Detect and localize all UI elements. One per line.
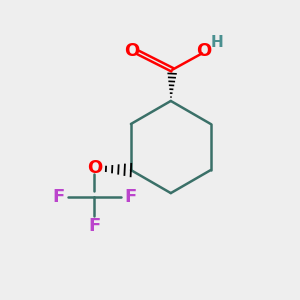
Text: O: O — [87, 159, 102, 177]
Text: O: O — [124, 42, 139, 60]
Text: H: H — [211, 34, 223, 50]
Text: F: F — [124, 188, 137, 206]
Text: O: O — [196, 42, 211, 60]
Text: F: F — [88, 217, 100, 235]
Text: F: F — [52, 188, 64, 206]
